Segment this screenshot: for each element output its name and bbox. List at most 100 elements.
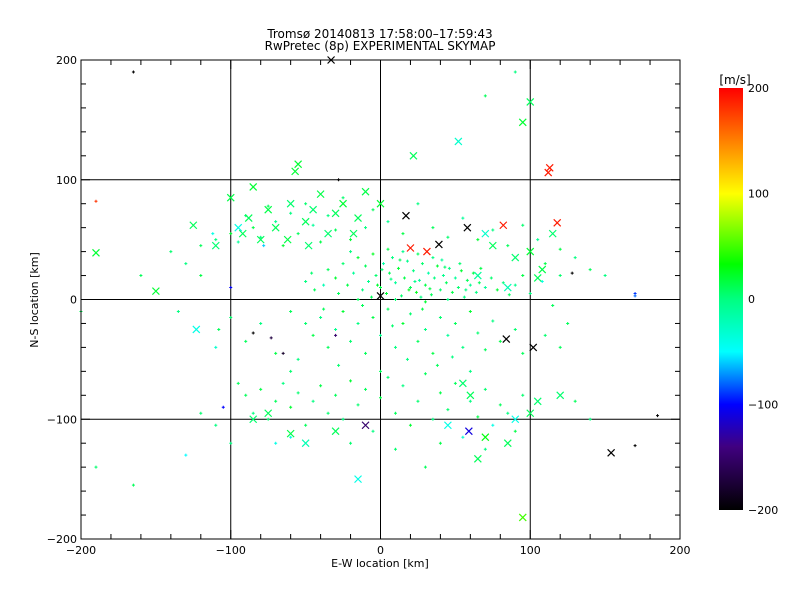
data-point-cross <box>294 160 303 169</box>
data-point-cross <box>324 229 333 238</box>
data-point-cross <box>354 475 362 484</box>
data-point-dot <box>498 403 502 407</box>
data-point-dot <box>468 369 472 373</box>
data-point-dot <box>483 94 487 98</box>
data-point-cross <box>234 223 243 232</box>
data-point-dot <box>540 280 544 284</box>
data-point-dot <box>431 351 435 355</box>
data-point-dot <box>521 223 525 227</box>
data-point-dot <box>326 411 330 415</box>
data-point-dot <box>371 208 375 212</box>
data-point-dot <box>506 411 510 415</box>
data-point-cross <box>354 214 362 222</box>
data-point-dot <box>416 202 420 206</box>
data-point-dot <box>376 283 380 287</box>
data-point-dot <box>491 228 495 232</box>
data-point-cross <box>92 248 100 257</box>
data-point-dot <box>423 283 427 287</box>
data-point-dot <box>405 259 409 263</box>
data-point-dot <box>379 333 382 337</box>
y-tick-label: 200 <box>56 54 77 67</box>
data-point-dot <box>393 281 397 285</box>
data-point-dot <box>386 375 390 379</box>
x-tick-label: 200 <box>670 544 691 557</box>
data-point-dot <box>489 276 493 280</box>
data-point-dot <box>543 262 547 266</box>
data-point-dot <box>386 247 390 251</box>
y-tick-label: 0 <box>70 294 77 307</box>
data-point-dot <box>337 178 341 182</box>
data-point-dot <box>393 298 397 301</box>
data-point-dot <box>269 336 273 340</box>
data-point-dot <box>423 300 427 304</box>
data-point-dot <box>199 411 203 415</box>
data-point-dot <box>274 399 278 403</box>
data-point-dot <box>131 483 135 487</box>
data-point-dot <box>446 408 450 412</box>
data-point-dot <box>304 202 308 206</box>
data-point-cross <box>339 199 347 208</box>
data-point-dot <box>416 399 420 403</box>
x-tick-labels: −200 −100 0 100 200 <box>66 544 691 557</box>
x-tick-label: 100 <box>520 544 541 557</box>
data-point-dot <box>380 268 384 272</box>
data-point-dot <box>551 303 555 307</box>
data-point-dot <box>361 288 365 292</box>
data-point-dot <box>588 417 592 421</box>
data-point-dot <box>214 423 218 427</box>
data-point-cross <box>481 433 490 442</box>
data-point-dot <box>319 315 323 319</box>
data-point-dot <box>356 321 360 325</box>
data-point-dot <box>399 294 403 298</box>
data-point-dot <box>94 199 98 203</box>
data-point-dot <box>476 415 480 419</box>
data-point-cross <box>553 218 562 227</box>
data-point-dot <box>390 256 394 260</box>
data-points <box>79 56 660 522</box>
data-point-dot <box>483 387 487 391</box>
data-point-dot <box>281 351 285 355</box>
data-point-dot <box>507 293 511 297</box>
data-point-dot <box>364 264 368 268</box>
data-point-dot <box>389 277 393 281</box>
data-point-cross <box>264 205 273 214</box>
data-point-dot <box>379 286 382 290</box>
data-point-dot <box>341 417 345 421</box>
data-point-cross <box>283 235 292 244</box>
data-point-dot <box>558 345 562 349</box>
data-point-cross <box>402 211 410 220</box>
y-tick-label: −200 <box>47 533 77 546</box>
data-point-dot <box>304 423 308 427</box>
data-point-dot <box>429 293 433 297</box>
data-point-dot <box>459 269 463 273</box>
x-tick-label: −100 <box>216 544 246 557</box>
data-point-dot <box>211 232 215 236</box>
data-point-cross <box>409 151 418 160</box>
data-point-dot <box>349 238 353 242</box>
data-point-dot <box>396 266 400 270</box>
data-point-dot <box>438 441 442 445</box>
data-point-cross <box>488 241 497 250</box>
data-point-dot <box>346 283 350 287</box>
data-point-dot <box>468 399 472 403</box>
data-point-dot <box>322 283 326 287</box>
data-point-dot <box>311 399 315 403</box>
data-point-dot <box>432 276 436 280</box>
data-point-dot <box>521 393 525 397</box>
data-point-dot <box>446 333 450 337</box>
data-point-dot <box>506 244 510 248</box>
data-point-cross <box>481 229 490 238</box>
data-point-dot <box>364 387 368 391</box>
data-point-dot <box>259 321 263 325</box>
data-point-dot <box>498 339 502 343</box>
data-point-cross <box>376 291 385 300</box>
data-point-dot <box>393 411 397 415</box>
data-point-dot <box>558 247 562 251</box>
data-point-dot <box>566 321 570 325</box>
data-point-dot <box>274 220 278 224</box>
data-point-cross <box>499 221 508 230</box>
data-point-dot <box>244 393 248 397</box>
data-point-cross <box>286 199 295 208</box>
data-point-dot <box>420 307 424 311</box>
